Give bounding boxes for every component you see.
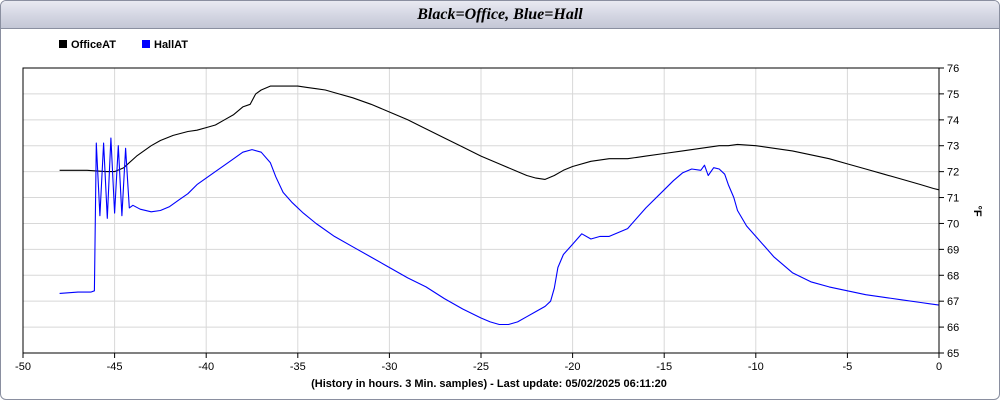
legend-label-officeat: OfficeAT — [71, 39, 116, 51]
legend-swatch-hallat — [142, 40, 150, 48]
x-tick-label: -30 — [381, 361, 397, 373]
grid — [23, 68, 939, 353]
y-tick-label: 66 — [947, 322, 959, 334]
series-line-officeat — [59, 85, 940, 191]
chart-title: Black=Office, Blue=Hall — [417, 5, 583, 23]
legend: OfficeAT HallAT — [59, 39, 188, 51]
y-tick-label: 65 — [947, 348, 959, 360]
x-tick-label: -40 — [198, 361, 214, 373]
x-tick-label: -5 — [843, 361, 853, 373]
legend-label-hallat: HallAT — [154, 39, 188, 51]
title-bar: Black=Office, Blue=Hall — [1, 1, 999, 29]
series-line-hallat — [59, 137, 940, 326]
y-tick-label: 67 — [947, 296, 959, 308]
y-tick-label: 71 — [947, 193, 959, 205]
x-tick-label: -15 — [656, 361, 672, 373]
y-tick-label: 70 — [947, 218, 959, 230]
x-tick-label: -10 — [748, 361, 764, 373]
series-layer — [59, 85, 940, 326]
x-tick-label: -20 — [565, 361, 581, 373]
x-axis-caption: (History in hours. 3 Min. samples) - Las… — [311, 378, 667, 390]
legend-swatch-officeat — [59, 40, 67, 48]
x-tick-label: -45 — [107, 361, 123, 373]
y-tick-label: 74 — [947, 115, 959, 127]
y-tick-label: 68 — [947, 270, 959, 282]
x-tick-label: 0 — [936, 361, 942, 373]
y-tick-label: 75 — [947, 89, 959, 101]
axes: -50 -45 -40 -35 -30 -25 -20 -15 -10 -5 06566676869… — [15, 63, 959, 373]
x-tick-label: -50 — [15, 361, 31, 373]
y-axis-unit-label: °F — [971, 205, 983, 216]
y-tick-label: 69 — [947, 244, 959, 256]
x-tick-label: -25 — [473, 361, 489, 373]
y-tick-label: 73 — [947, 141, 959, 153]
y-tick-label: 76 — [947, 63, 959, 75]
x-tick-label: -35 — [290, 361, 306, 373]
y-tick-label: 72 — [947, 167, 959, 179]
